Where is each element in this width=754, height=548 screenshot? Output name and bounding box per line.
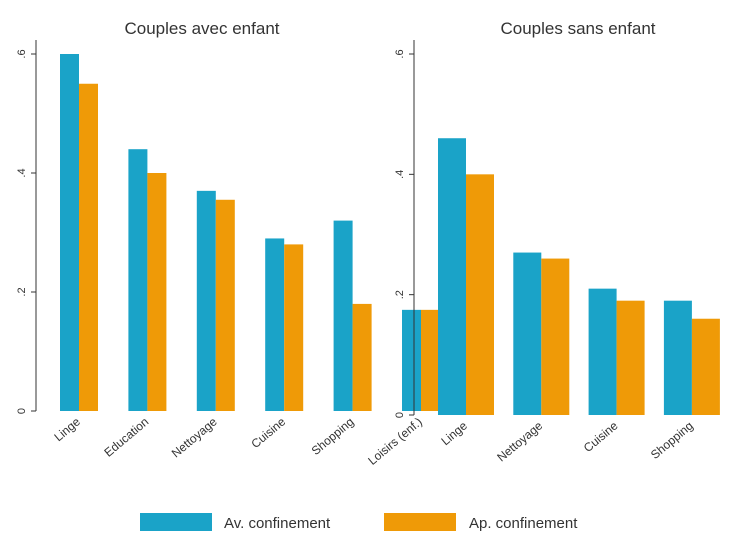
y-tick-label: .4 [16,168,28,177]
x-tick-label-linge: Linge [51,414,83,444]
legend-swatch-ap-confinement [384,513,456,531]
bar-nettoyage-av-confinement [513,252,542,415]
bar-shopping-av-confinement [333,220,353,411]
x-tick-label-education: Education [101,415,151,460]
bar-education-av-confinement [128,149,148,411]
y-tick-label: 0 [16,408,28,414]
x-tick-label-nettoyage: Nettoyage [494,418,545,464]
bar-nettoyage-ap-confinement [541,258,570,415]
panel-couples-avec-enfant: Couples avec enfant 0 .2 .4 .6 Linge Educati… [16,19,440,468]
bar-cuisine-av-confinement [265,238,285,411]
panel-title-sans-enfant: Couples sans enfant [501,19,656,38]
x-tick-label-shopping: Shopping [309,415,357,458]
bars-sans-enfant [438,138,720,415]
category-labels-sans-enfant: Linge Nettoyage Cuisine Shopping [438,418,695,464]
bar-cuisine-av-confinement [588,288,617,415]
bar-shopping-av-confinement [663,300,692,415]
bar-cuisine-ap-confinement [616,300,645,415]
y-tick-label: .2 [394,290,406,299]
x-tick-label-linge: Linge [438,418,470,448]
bar-education-ap-confinement [147,173,167,411]
bar-cuisine-ap-confinement [284,244,304,411]
x-tick-label-cuisine: Cuisine [248,414,288,451]
category-labels-avec-enfant: Linge Education Nettoyage Cuisine Shopping Lo… [51,414,425,467]
legend-label-av-confinement: Av. confinement [224,515,331,532]
bar-linge-ap-confinement [466,174,494,415]
bar-nettoyage-ap-confinement [215,199,235,411]
bar-shopping-ap-confinement [352,303,372,411]
y-tick-label: .6 [16,49,28,58]
x-tick-label-nettoyage: Nettoyage [169,414,220,460]
y-ticks-avec-enfant: 0 .2 .4 .6 [16,49,36,414]
y-tick-label: 0 [394,412,406,418]
bar-nettoyage-av-confinement [196,190,216,411]
bar-linge-ap-confinement [79,83,98,411]
bars-avec-enfant [60,54,440,411]
panel-title-avec-enfant: Couples avec enfant [125,19,280,38]
legend: Av. confinement Ap. confinement [140,513,578,532]
y-ticks-sans-enfant: 0 .2 .4 .6 [394,49,414,418]
x-tick-label-loisirs-enf: Loisirs (enf.) [365,415,425,468]
x-tick-label-cuisine: Cuisine [581,418,621,455]
bar-linge-av-confinement [438,138,466,415]
legend-swatch-av-confinement [140,513,212,531]
y-tick-label: .4 [394,170,406,179]
bar-shopping-ap-confinement [691,318,720,415]
y-tick-label: .6 [394,49,406,58]
legend-label-ap-confinement: Ap. confinement [469,515,578,532]
panel-couples-sans-enfant: Couples sans enfant 0 .2 .4 .6 Linge Nettoya… [394,19,720,464]
bar-loisirs-enf-ap-confinement [421,309,440,411]
x-tick-label-shopping: Shopping [648,419,696,462]
bar-loisirs-enf-av-confinement [402,309,421,411]
y-tick-label: .2 [16,287,28,296]
bar-linge-av-confinement [60,54,79,411]
